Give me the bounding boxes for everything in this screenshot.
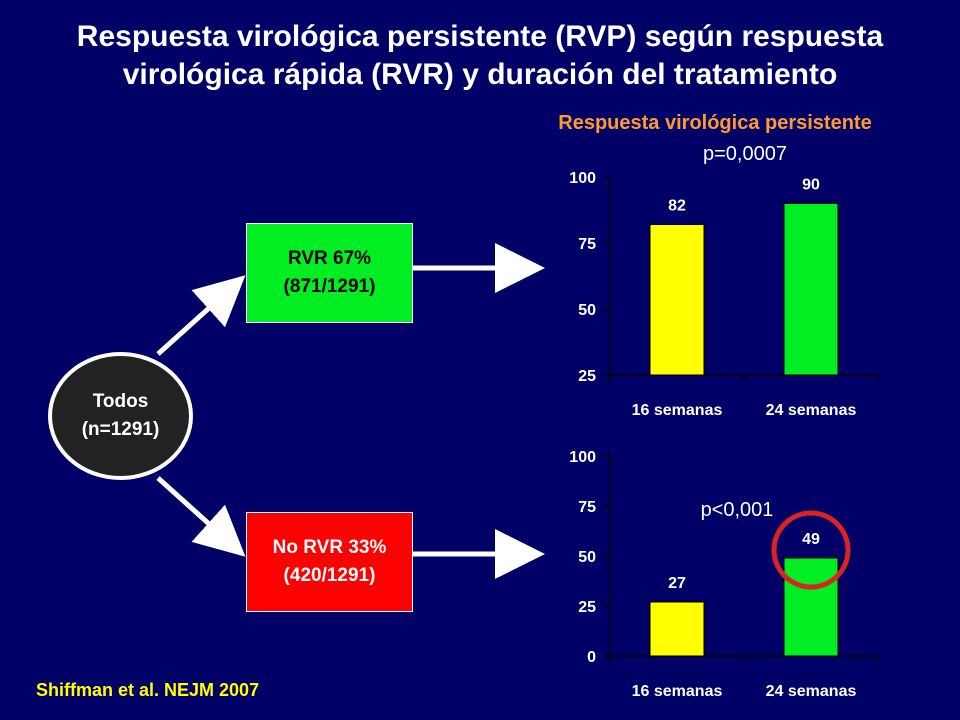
- rvr-node-line1: RVR 67%: [287, 248, 372, 269]
- chart1-category-label: 24 semanas: [766, 402, 857, 419]
- chart2-ytick-label: 0: [587, 649, 596, 666]
- chart2-p-value: p<0,001: [701, 499, 774, 521]
- chart2-ytick-label: 100: [569, 449, 596, 466]
- chart2-data-label: 49: [802, 531, 820, 548]
- root-node-line2: (n=1291): [81, 419, 160, 440]
- citation: Shiffman et al. NEJM 2007: [36, 680, 260, 700]
- chart1-data-label: 90: [802, 176, 820, 193]
- chart1-ytick-label: 75: [578, 236, 596, 253]
- rvr-node-line2: (871/1291): [283, 276, 376, 297]
- no-rvr-node: No RVR 33% (420/1291): [246, 512, 413, 612]
- chart2-bar: [649, 601, 705, 657]
- no-rvr-node-line1: No RVR 33%: [272, 537, 387, 558]
- root-node-line1: Todos: [92, 391, 149, 412]
- chart2-highlight-circle: [771, 510, 851, 590]
- no-rvr-node-line2: (420/1291): [283, 565, 376, 586]
- root-node: Todos (n=1291): [48, 352, 193, 480]
- chart2-ytick-label: 75: [578, 499, 596, 516]
- slide-title: Respuesta virológica persistente (RVP) s…: [0, 18, 960, 94]
- chart2-category-label: 24 semanas: [766, 683, 857, 700]
- slide-title-line1: Respuesta virológica persistente (RVP) s…: [76, 20, 884, 53]
- chart1-bar: [783, 202, 839, 376]
- arrow-root-to-no-rvr: [156, 476, 246, 557]
- chart-heading: Respuesta virológica persistente: [558, 112, 872, 134]
- rvr-node: RVR 67% (871/1291): [246, 223, 413, 323]
- chart1-ytick-label: 100: [569, 170, 596, 187]
- chart2-category-label: 16 semanas: [632, 683, 723, 700]
- chart1-category-label: 16 semanas: [632, 402, 723, 419]
- chart2-bar: [783, 557, 839, 657]
- chart1-data-label: 82: [668, 198, 686, 215]
- chart1-ytick-label: 25: [578, 368, 596, 385]
- chart1-p-value: p=0,0007: [703, 143, 787, 165]
- chart2-ytick-label: 50: [578, 549, 596, 566]
- chart1-bar: [649, 224, 705, 376]
- chart2-data-label: 27: [668, 575, 686, 592]
- arrow-root-to-rvr: [156, 275, 246, 356]
- chart1-ytick-label: 50: [578, 302, 596, 319]
- chart2-ytick-label: 25: [578, 599, 596, 616]
- slide-title-line2: virológica rápida (RVR) y duración del t…: [122, 58, 838, 91]
